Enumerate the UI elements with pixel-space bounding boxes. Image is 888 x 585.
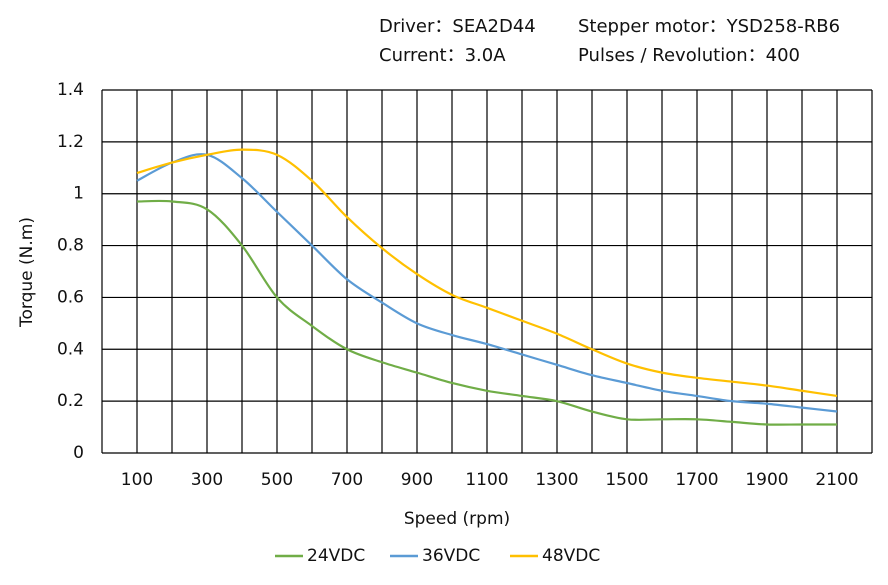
x-tick-label: 100 bbox=[121, 470, 153, 490]
y-tick-label: 0.2 bbox=[57, 391, 84, 411]
annotation: Pulses / Revolution：400 bbox=[578, 45, 800, 66]
y-axis-label: Torque (N.m) bbox=[17, 217, 37, 328]
annotation: Current：3.0A bbox=[379, 45, 506, 66]
y-tick-label: 1 bbox=[73, 184, 84, 204]
legend-label: 48VDC bbox=[542, 546, 600, 566]
x-axis-label: Speed (rpm) bbox=[404, 509, 510, 529]
x-tick-label: 700 bbox=[331, 470, 363, 490]
x-tick-label: 1500 bbox=[605, 470, 648, 490]
x-tick-label: 1100 bbox=[465, 470, 508, 490]
y-tick-label: 1.4 bbox=[57, 80, 84, 100]
y-tick-label: 1.2 bbox=[57, 132, 84, 152]
x-tick-label: 2100 bbox=[815, 470, 858, 490]
x-tick-label: 1700 bbox=[675, 470, 718, 490]
x-tick-label: 1300 bbox=[535, 470, 578, 490]
y-tick-label: 0.4 bbox=[57, 339, 84, 359]
data-line bbox=[136, 153, 838, 413]
x-tick-label: 300 bbox=[191, 470, 223, 490]
y-tick-label: 0.8 bbox=[57, 236, 84, 256]
data-line bbox=[136, 148, 838, 398]
legend-label: 36VDC bbox=[422, 546, 480, 566]
x-tick-label: 500 bbox=[261, 470, 293, 490]
annotation: Driver：SEA2D44 bbox=[379, 16, 536, 37]
y-tick-label: 0.6 bbox=[57, 287, 84, 307]
y-tick-label: 0 bbox=[73, 443, 84, 463]
data-line bbox=[136, 199, 837, 426]
legend-label: 24VDC bbox=[307, 546, 365, 566]
annotation: Stepper motor：YSD258-RB6 bbox=[578, 16, 840, 37]
x-tick-label: 1900 bbox=[745, 470, 788, 490]
x-tick-label: 900 bbox=[401, 470, 433, 490]
